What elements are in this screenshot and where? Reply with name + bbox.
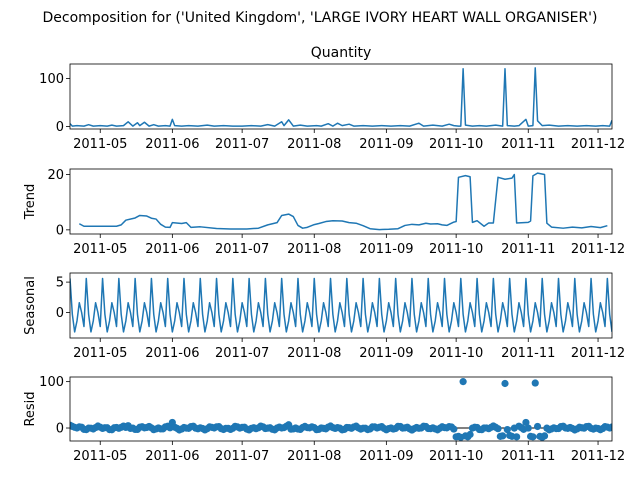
trend-x-tick-label: 2011-05	[73, 242, 127, 257]
observed-title: Quantity	[311, 45, 372, 61]
resid-point	[503, 425, 511, 434]
resid-point	[540, 432, 549, 440]
panel-seasonal: 0 5 2011-05 2011-06 2011-07 2011-08 2011-09 201…	[23, 272, 625, 361]
seasonal-y-tick-label: 5	[56, 276, 64, 291]
observed-x-tick-label: 2011-09	[359, 137, 413, 152]
panels: 0 100 2011-05 2011-06 2011-07 2011-08 2011-09 2…	[23, 45, 625, 464]
trend-x-tick-label: 2011-11	[501, 242, 555, 257]
resid-point	[529, 433, 537, 441]
observed-x-tick-label: 2011-11	[501, 137, 555, 152]
resid-point	[524, 424, 532, 432]
seasonal-x-tick-label: 2011-10	[429, 346, 483, 361]
trend-x-tick-label: 2011-08	[287, 242, 341, 257]
seasonal-x-tick-label: 2011-11	[501, 346, 555, 361]
resid-x-tick-label: 2011-12	[571, 449, 625, 464]
seasonal-x-tick-label: 2011-06	[145, 346, 199, 361]
resid-x-tick-label: 2011-06	[145, 449, 199, 464]
resid-point	[499, 432, 507, 440]
trend-axes-frame	[69, 168, 613, 235]
resid-plot-area	[70, 378, 612, 441]
observed-y-tick-label: 0	[56, 120, 64, 135]
trend-ylabel: Trend	[23, 184, 38, 221]
seasonal-x-tick-label: 2011-05	[73, 346, 127, 361]
observed-y-tick-label: 100	[39, 72, 64, 87]
resid-ylabel: Resid	[23, 391, 38, 426]
seasonal-ylabel: Seasonal	[23, 276, 38, 335]
observed-x-tick-label: 2011-12	[571, 137, 625, 152]
panel-observed: 0 100 2011-05 2011-06 2011-07 2011-08 2011-09 2…	[39, 45, 625, 152]
observed-x-tick-label: 2011-08	[287, 137, 341, 152]
trend-y-tick-label: 0	[56, 223, 64, 238]
trend-x-tick-label: 2011-07	[215, 242, 269, 257]
seasonal-y-tick-label: 0	[56, 306, 64, 321]
resid-y-tick-label: 100	[39, 375, 64, 390]
resid-point	[531, 379, 539, 387]
resid-x-tick-label: 2011-07	[215, 449, 269, 464]
trend-x-tick-label: 2011-10	[429, 242, 483, 257]
resid-point	[466, 430, 474, 439]
resid-y-tick-label: 0	[56, 422, 64, 437]
seasonal-series-line	[70, 277, 612, 333]
seasonal-x-tick-label: 2011-09	[359, 346, 413, 361]
figure-suptitle: Decomposition for ('United Kingdom', 'LA…	[43, 10, 598, 26]
seasonal-x-tick-label: 2011-08	[287, 346, 341, 361]
seasonal-plot-area	[70, 277, 612, 333]
resid-point	[494, 425, 502, 433]
observed-x-tick-label: 2011-07	[215, 137, 269, 152]
resid-x-tick-label: 2011-10	[429, 449, 483, 464]
observed-axes-frame	[69, 63, 613, 130]
trend-series-line	[78, 172, 608, 231]
trend-x-tick-label: 2011-09	[359, 242, 413, 257]
resid-point	[608, 423, 612, 431]
resid-x-tick-label: 2011-08	[287, 449, 341, 464]
resid-point	[513, 433, 521, 441]
resid-point	[522, 418, 530, 427]
observed-plot-area	[70, 67, 612, 127]
resid-point	[459, 378, 467, 386]
trend-x-tick-label: 2011-06	[145, 242, 199, 257]
seasonal-x-tick-label: 2011-12	[571, 346, 625, 361]
seasonal-x-tick-label: 2011-07	[215, 346, 269, 361]
resid-x-tick-label: 2011-11	[501, 449, 555, 464]
observed-x-tick-label: 2011-06	[145, 137, 199, 152]
resid-x-tick-label: 2011-09	[359, 449, 413, 464]
observed-x-tick-label: 2011-05	[73, 137, 127, 152]
trend-plot-area	[78, 172, 608, 231]
resid-x-tick-label: 2011-05	[73, 449, 127, 464]
panel-resid: 0 100 2011-05 2011-06 2011-07 2011-08 2011-09 2…	[23, 375, 625, 464]
resid-point	[533, 422, 542, 431]
seasonal-axes-frame	[69, 272, 613, 339]
observed-x-tick-label: 2011-10	[429, 137, 483, 152]
panel-trend: 0 20 2011-05 2011-06 2011-07 2011-08 2011-09 20…	[23, 168, 625, 257]
resid-point	[450, 425, 458, 433]
observed-series-line	[70, 67, 612, 127]
resid-axes-frame	[69, 376, 613, 442]
trend-y-tick-label: 20	[47, 168, 64, 183]
trend-x-tick-label: 2011-12	[571, 242, 625, 257]
resid-point	[501, 379, 509, 388]
